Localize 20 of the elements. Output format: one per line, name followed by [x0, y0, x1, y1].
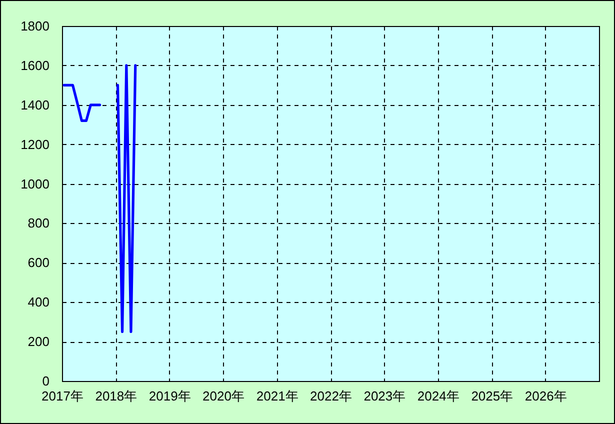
x-tick-label: 2026年 [524, 388, 567, 404]
x-tick-label: 2025年 [471, 388, 514, 404]
x-tick-label: 2020年 [202, 388, 244, 404]
x-tick-label: 2017年 [42, 388, 84, 404]
y-tick-label: 200 [28, 334, 50, 350]
y-tick-label: 1600 [20, 58, 50, 73]
x-tick-label: 2019年 [148, 388, 191, 404]
x-tick-label: 2022年 [310, 388, 352, 404]
y-tick-label: 400 [28, 294, 50, 310]
y-tick-label: 1000 [20, 176, 50, 192]
y-tick-label: 800 [28, 216, 50, 231]
y-tick-label: 1400 [20, 97, 50, 112]
y-tick-label: 600 [28, 255, 50, 270]
x-tick-label: 2024年 [417, 388, 460, 404]
y-tick-label: 1800 [20, 18, 50, 34]
x-tick-label: 2021年 [256, 388, 298, 404]
x-tick-label: 2018年 [95, 388, 138, 404]
x-tick-label: 2023年 [364, 388, 406, 404]
y-tick-label: 0 [42, 374, 50, 388]
y-tick-label: 1200 [20, 136, 50, 152]
